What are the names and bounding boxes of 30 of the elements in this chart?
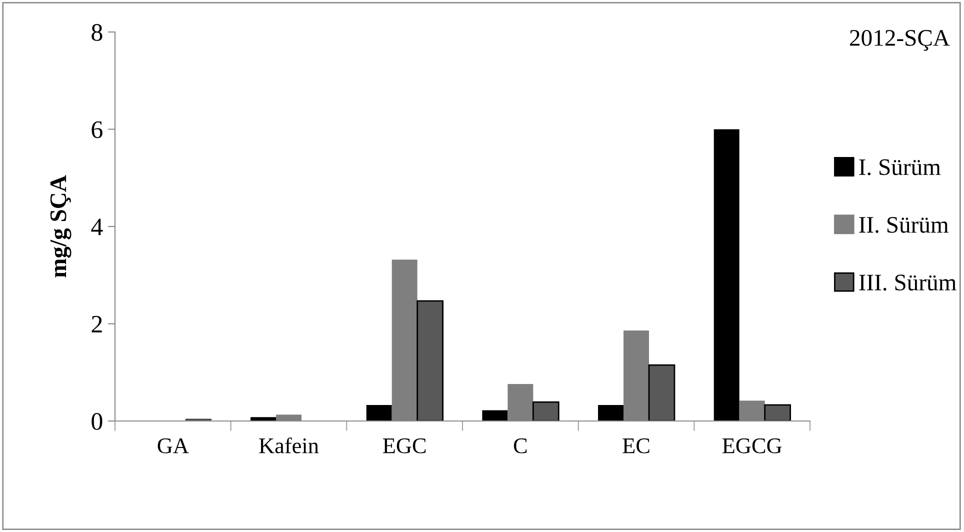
y-tick-label: 6 — [92, 121, 102, 138]
legend-label: III. Sürüm — [859, 274, 956, 291]
bar — [648, 364, 676, 421]
bar — [598, 404, 624, 421]
y-tick-label: 4 — [91, 218, 103, 236]
bar — [392, 260, 418, 421]
bar — [276, 414, 302, 421]
y-tick-label: 0 — [92, 413, 102, 430]
x-tick-label: EGCG — [722, 438, 782, 454]
bar — [739, 400, 765, 421]
bar — [714, 129, 740, 421]
y-axis-title: mg/g SÇA — [50, 175, 72, 278]
bar — [624, 330, 649, 421]
y-tick-label: 2 — [92, 316, 102, 332]
legend-label: I. Sürüm — [859, 159, 941, 176]
bar — [764, 404, 792, 421]
bar — [416, 300, 444, 421]
x-tick-label: C — [514, 438, 527, 454]
bar — [532, 401, 560, 421]
bar — [482, 410, 508, 421]
bar — [366, 404, 392, 421]
bar — [250, 417, 276, 421]
x-tick-label: GA — [158, 438, 189, 454]
y-tick-label: 8 — [92, 24, 102, 41]
text: 2012-SÇA — [850, 30, 950, 51]
bar — [508, 384, 534, 421]
x-tick-label: EC — [622, 438, 650, 454]
legend-label: II. Sürüm — [859, 216, 948, 233]
x-tick-label: EGC — [383, 438, 426, 454]
x-tick-label: Kafein — [259, 437, 319, 454]
